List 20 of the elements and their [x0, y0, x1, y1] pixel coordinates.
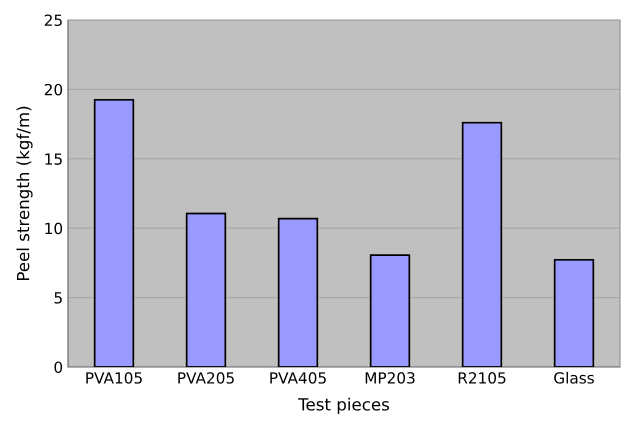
bar [186, 212, 226, 367]
x-tick-label: R2105 [458, 372, 506, 384]
bar [94, 98, 134, 367]
y-tick-label: 5 [54, 292, 62, 304]
y-tick-label: 25 [44, 14, 62, 26]
y-tick-label: 10 [45, 222, 62, 234]
x-tick-label: PVA205 [178, 372, 234, 384]
y-axis-title: Peel strength (kgf/m) [16, 106, 33, 280]
bar [462, 122, 502, 367]
y-tick-label: 0 [54, 361, 62, 374]
x-tick-label: Glass [554, 372, 594, 384]
y-tick-label: 15 [45, 153, 62, 165]
bar [370, 254, 410, 367]
bar [278, 218, 318, 367]
y-tick-label: 20 [44, 84, 62, 96]
bar [554, 259, 594, 367]
x-tick-label: PVA405 [270, 372, 326, 384]
x-tick-label: PVA105 [86, 372, 142, 384]
x-tick-label: MP203 [366, 372, 415, 384]
x-axis-title: Test pieces [298, 398, 390, 414]
